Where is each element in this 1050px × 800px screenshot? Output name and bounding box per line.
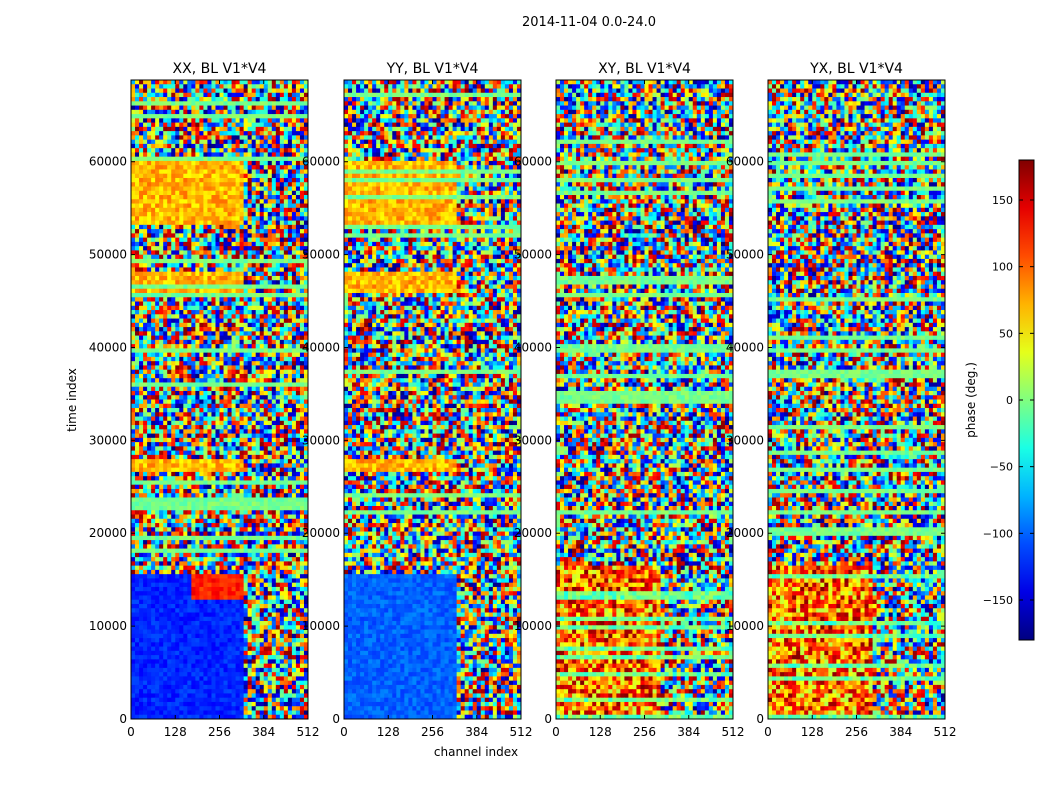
panel-3-xtick-label-1: 128: [589, 725, 612, 739]
panel-4-ytick-label-2: 20000: [726, 526, 764, 540]
panel-1-xtick-label-2: 256: [208, 725, 231, 739]
panel-1-ytick-label-4: 40000: [89, 340, 127, 354]
panel-4-ytick-label-1: 10000: [726, 619, 764, 633]
colorbar-tick-label-3: 0: [1006, 394, 1013, 407]
panel-4-ytick-label-6: 60000: [726, 155, 764, 169]
panel-2-ytick-label-5: 50000: [302, 248, 340, 262]
panel-2-ytick-label-0: 0: [332, 712, 340, 726]
panel-2-ytick-label-2: 20000: [302, 526, 340, 540]
panel-3-ytick-label-1: 10000: [514, 619, 552, 633]
panel-2-xtick-label-0: 0: [340, 725, 348, 739]
panel-3-ytick-label-3: 30000: [514, 433, 552, 447]
panel-1-xtick-label-4: 512: [297, 725, 320, 739]
panel-3-heatmap: [556, 80, 733, 719]
panel-3-xtick-label-3: 384: [677, 725, 700, 739]
panels: XX, BL V1*V4 0 128 256 384 512 0 10000 20000 3000…: [89, 61, 957, 739]
panel-3: XY, BL V1*V4 0 128 256 384 512 0 10000 20000 3000…: [514, 61, 745, 739]
panel-4-xtick-label-4: 512: [934, 725, 957, 739]
panel-2-xtick-label-2: 256: [421, 725, 444, 739]
panel-1-heatmap: [131, 80, 308, 719]
panel-3-xtick-label-0: 0: [552, 725, 560, 739]
colorbar-tick-label-0: −150: [983, 594, 1013, 607]
panel-1-xtick-label-0: 0: [127, 725, 135, 739]
figure-suptitle: 2014-11-04 0.0-24.0: [522, 15, 656, 30]
panel-1: XX, BL V1*V4 0 128 256 384 512 0 10000 20000 3000…: [89, 61, 320, 739]
panel-4-ytick-label-4: 40000: [726, 340, 764, 354]
panel-3-ytick-label-6: 60000: [514, 155, 552, 169]
panel-1-ytick-label-0: 0: [119, 712, 127, 726]
colorbar-label: phase (deg.): [964, 362, 978, 438]
panel-3-ytick-label-0: 0: [544, 712, 552, 726]
panel-4-xtick-label-1: 128: [801, 725, 824, 739]
panel-4-title: YX, BL V1*V4: [809, 61, 903, 77]
colorbar-tick-label-6: 150: [992, 194, 1013, 207]
panel-1-ytick-label-6: 60000: [89, 155, 127, 169]
colorbar: −150 −100 −50 0 50 100 150: [983, 159, 1035, 641]
panel-3-xtick-label-4: 512: [722, 725, 745, 739]
panel-1-title: XX, BL V1*V4: [173, 61, 267, 77]
colorbar-tick-label-4: 50: [999, 327, 1013, 340]
colorbar-tick-label-1: −100: [983, 527, 1013, 540]
panel-1-ytick-label-5: 50000: [89, 248, 127, 262]
panel-4-heatmap: [768, 80, 945, 719]
panel-4: YX, BL V1*V4 0 128 256 384 512 0 10000 20000 3000…: [726, 61, 957, 739]
x-axis-label: channel index: [434, 745, 518, 759]
panel-2-ytick-label-3: 30000: [302, 433, 340, 447]
panel-2-ytick-label-4: 40000: [302, 340, 340, 354]
panel-2-xtick-label-4: 512: [510, 725, 533, 739]
panel-3-ytick-label-4: 40000: [514, 340, 552, 354]
panel-2-ytick-label-1: 10000: [302, 619, 340, 633]
panel-3-ytick-label-2: 20000: [514, 526, 552, 540]
colorbar-tick-label-5: 100: [992, 261, 1013, 274]
panel-3-xtick-label-2: 256: [633, 725, 656, 739]
panel-2-xtick-label-3: 384: [465, 725, 488, 739]
panel-4-xtick-label-3: 384: [889, 725, 912, 739]
colorbar-tick-label-2: −50: [990, 461, 1013, 474]
panel-2-title: YY, BL V1*V4: [386, 61, 479, 77]
panel-1-ytick-label-2: 20000: [89, 526, 127, 540]
panel-4-xtick-label-2: 256: [845, 725, 868, 739]
panel-1-xtick-label-1: 128: [164, 725, 187, 739]
panel-4-xtick-label-0: 0: [764, 725, 772, 739]
panel-1-ytick-label-3: 30000: [89, 433, 127, 447]
panel-4-ytick-label-5: 50000: [726, 248, 764, 262]
panel-2-heatmap: [344, 80, 521, 719]
panel-2: YY, BL V1*V4 0 128 256 384 512 0 10000 20000 3000…: [302, 61, 533, 739]
panel-1-xtick-label-3: 384: [252, 725, 275, 739]
panel-4-ytick-label-0: 0: [756, 712, 764, 726]
panel-4-ytick-label-3: 30000: [726, 433, 764, 447]
panel-3-title: XY, BL V1*V4: [598, 61, 691, 77]
panel-2-xtick-label-1: 128: [377, 725, 400, 739]
panel-1-ytick-label-1: 10000: [89, 619, 127, 633]
y-axis-label: time index: [65, 368, 79, 432]
panel-3-ytick-label-5: 50000: [514, 248, 552, 262]
panel-2-ytick-label-6: 60000: [302, 155, 340, 169]
